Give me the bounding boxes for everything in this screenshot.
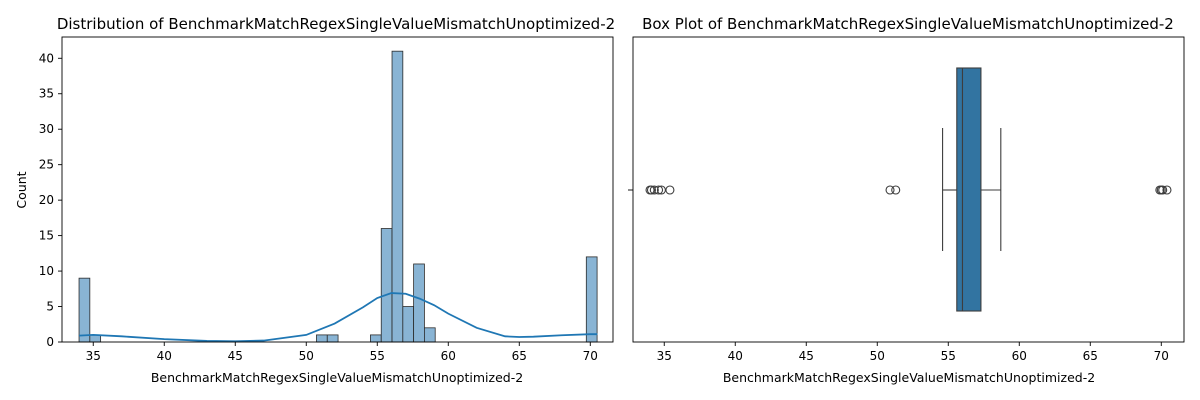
x-tick-label: 60 (1012, 349, 1027, 363)
outlier-point (646, 185, 657, 195)
outlier-point (649, 185, 659, 195)
x-tick-label: 55 (941, 349, 956, 363)
boxplot-box (942, 67, 1002, 312)
x-tick-label: 65 (512, 349, 527, 363)
histogram-y-ticks: 0 5 10 15 20 25 30 35 40 (39, 51, 62, 349)
y-tick-label: 10 (39, 264, 54, 278)
histogram-bar (326, 334, 339, 343)
histogram-axes-frame (61, 36, 614, 343)
outlier-point (885, 185, 895, 195)
boxplot-x-ticks: 35 40 45 50 55 60 65 70 (657, 342, 1169, 363)
outlier-point (891, 185, 901, 195)
histogram-bar (78, 277, 91, 343)
histogram-title: Distribution of BenchmarkMatchRegexSingl… (57, 15, 615, 33)
histogram-bar (585, 256, 598, 343)
histogram-bar (413, 263, 425, 343)
histogram-bar (380, 228, 393, 343)
y-tick-label: 40 (39, 51, 54, 65)
histogram-x-label: BenchmarkMatchRegexSingleValueMismatchUn… (151, 370, 523, 385)
histogram-panel: Distribution of BenchmarkMatchRegexSingl… (14, 15, 615, 385)
y-tick-label: 30 (39, 122, 54, 136)
y-tick-label: 25 (39, 158, 54, 172)
x-tick-label: 60 (441, 349, 456, 363)
histogram-bar (391, 50, 404, 343)
x-tick-label: 70 (1154, 349, 1169, 363)
histogram-bar (424, 327, 436, 343)
boxplot-title: Box Plot of BenchmarkMatchRegexSingleVal… (642, 15, 1174, 33)
boxplot-x-label: BenchmarkMatchRegexSingleValueMismatchUn… (723, 370, 1095, 385)
x-tick-label: 70 (583, 349, 598, 363)
boxplot-axes-frame (632, 36, 1185, 343)
histogram-y-label: Count (14, 171, 29, 208)
histogram-bar (402, 306, 415, 343)
x-tick-label: 65 (1083, 349, 1098, 363)
x-tick-label: 35 (86, 349, 101, 363)
y-tick-label: 0 (46, 335, 54, 349)
x-tick-label: 40 (728, 349, 743, 363)
outlier-point (665, 185, 675, 195)
y-tick-label: 35 (39, 87, 54, 101)
histogram-bar (370, 334, 382, 343)
outlier-point (1158, 185, 1168, 195)
box-iqr (956, 67, 982, 312)
kde-curve (78, 292, 598, 343)
x-tick-label: 35 (657, 349, 672, 363)
x-tick-label: 40 (157, 349, 172, 363)
y-tick-label: 20 (39, 193, 54, 207)
boxplot-outliers (645, 185, 1172, 195)
histogram-bars (78, 50, 598, 343)
x-tick-label: 50 (870, 349, 885, 363)
boxplot-panel: Box Plot of BenchmarkMatchRegexSingleVal… (628, 15, 1185, 385)
x-tick-label: 55 (370, 349, 385, 363)
y-tick-label: 15 (39, 229, 54, 243)
x-tick-label: 45 (228, 349, 243, 363)
outlier-point (654, 185, 664, 195)
y-tick-label: 5 (46, 300, 54, 314)
histogram-bar (316, 334, 328, 343)
x-tick-label: 50 (299, 349, 314, 363)
histogram-x-ticks: 35 40 45 50 55 60 65 70 (86, 342, 598, 363)
x-tick-label: 45 (799, 349, 814, 363)
outlier-point (1162, 185, 1172, 195)
